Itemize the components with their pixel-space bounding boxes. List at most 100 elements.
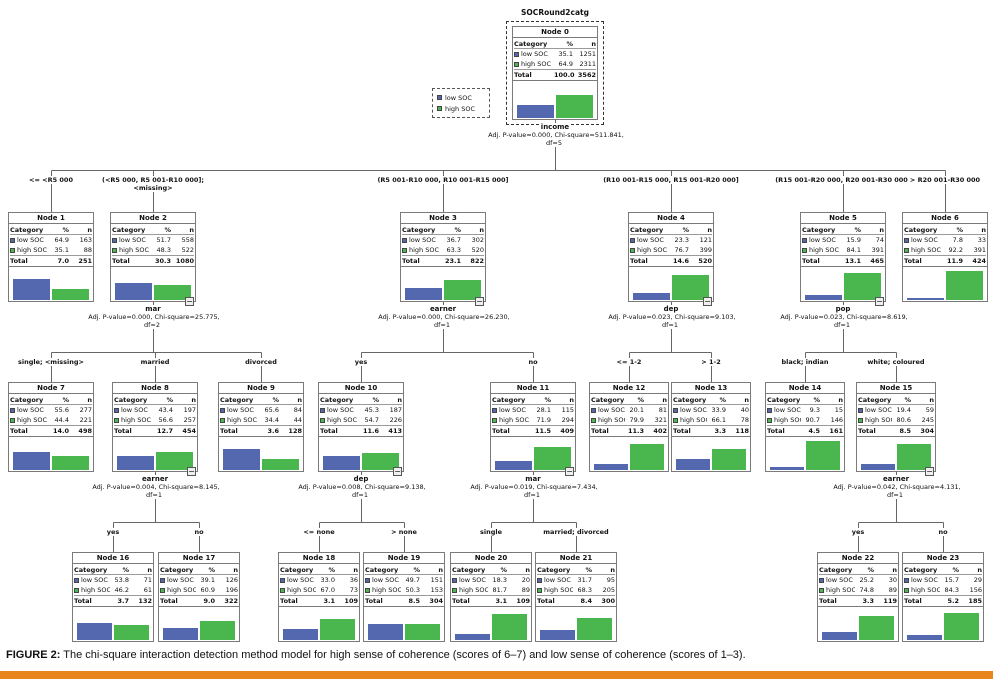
collapse-node-button[interactable]: − — [925, 467, 934, 476]
high-soc-swatch — [10, 247, 15, 253]
total-count: 251 — [78, 256, 92, 265]
tree-node-0[interactable]: Node 0 Category % n low SOC 35.1 1251 hi… — [512, 26, 598, 120]
tree-node-10[interactable]: Node 10 Category % n low SOC 45.3 187 hi… — [318, 382, 404, 476]
legend-item-high: high SOC — [437, 103, 485, 114]
tree-node-20[interactable]: Node 20 Category % n low SOC 18.3 20 hig… — [450, 552, 532, 642]
tree-node-13[interactable]: Node 13 Category % n low SOC 33.9 40 hig… — [671, 382, 751, 472]
high-soc-label: high SOC — [227, 416, 258, 424]
low-soc-swatch — [904, 577, 909, 583]
tree-node-18[interactable]: Node 18 Category % n low SOC 33.0 36 hig… — [278, 552, 360, 642]
tree-node-8[interactable]: Node 8 Category % n low SOC 43.4 197 hig… — [112, 382, 198, 476]
n-header: n — [191, 395, 196, 404]
tree-node-15[interactable]: Node 15 Category % n low SOC 19.4 59 hig… — [856, 382, 936, 476]
total-percent: 8.5 — [899, 426, 911, 435]
total-row: Total 7.0 251 — [10, 255, 92, 265]
tree-node-17[interactable]: Node 17 Category % n low SOC 39.1 126 hi… — [158, 552, 240, 642]
tree-node-2[interactable]: Node 2 Category % n low SOC 51.7 558 hig… — [110, 212, 196, 306]
low-soc-label: low SOC — [521, 50, 548, 58]
node-table: Category % n low SOC 33.0 36 high SOC 67… — [279, 564, 359, 605]
low-soc-bar — [13, 279, 50, 300]
low-soc-label: low SOC — [372, 576, 399, 584]
tree-node-9[interactable]: Node 9 Category % n low SOC 65.6 84 high… — [218, 382, 304, 472]
low-soc-row: low SOC 53.8 71 — [74, 575, 152, 585]
total-row: Total 8.5 304 — [365, 595, 443, 605]
tree-node-21[interactable]: Node 21 Category % n low SOC 31.7 95 hig… — [535, 552, 617, 642]
total-percent: 11.5 — [534, 426, 551, 435]
tree-node-5[interactable]: Node 5 Category % n low SOC 15.9 74 high… — [800, 212, 886, 306]
percent-header: % — [719, 395, 726, 404]
collapse-node-button[interactable]: − — [185, 297, 194, 306]
branch-label: yes — [104, 528, 122, 536]
total-percent: 3.3 — [714, 426, 726, 435]
collapse-node-button[interactable]: − — [187, 467, 196, 476]
low-soc-swatch — [537, 577, 542, 583]
node-table: Category % n low SOC 55.6 277 high SOC 4… — [9, 394, 93, 435]
percent-header: % — [637, 395, 644, 404]
high-soc-percent: 68.3 — [577, 586, 592, 594]
low-soc-label: low SOC — [119, 236, 146, 244]
low-soc-bar — [633, 292, 670, 300]
node-table: Category % n low SOC 23.3 121 high SOC 7… — [629, 224, 713, 265]
high-soc-bar — [154, 284, 191, 300]
total-percent: 30.3 — [154, 256, 171, 265]
low-soc-row: low SOC 65.6 84 — [220, 405, 302, 415]
total-percent: 11.3 — [627, 426, 644, 435]
low-soc-row: low SOC 15.7 29 — [904, 575, 982, 585]
high-soc-label: high SOC — [327, 416, 358, 424]
collapse-node-button[interactable]: − — [875, 297, 884, 306]
n-header: n — [525, 565, 530, 574]
high-soc-percent: 84.3 — [944, 586, 959, 594]
total-row: Total 3.3 118 — [673, 425, 749, 435]
high-soc-row: high SOC 84.3 156 — [904, 585, 982, 595]
low-soc-count: 40 — [740, 406, 749, 414]
high-soc-bar — [672, 275, 709, 300]
tree-node-6[interactable]: Node 6 Category % n low SOC 7.8 33 high … — [902, 212, 988, 302]
high-soc-count: 196 — [225, 586, 238, 594]
category-header: Category — [114, 395, 148, 404]
tree-node-11[interactable]: Node 11 Category % n low SOC 28.1 115 hi… — [490, 382, 576, 476]
branch-label: yes — [849, 528, 867, 536]
low-soc-row: low SOC 25.2 30 — [819, 575, 897, 585]
low-soc-percent: 33.0 — [320, 576, 335, 584]
high-soc-swatch — [858, 417, 863, 423]
tree-node-22[interactable]: Node 22 Category % n low SOC 25.2 30 hig… — [817, 552, 899, 642]
tree-node-19[interactable]: Node 19 Category % n low SOC 49.7 151 hi… — [363, 552, 445, 642]
low-soc-count: 29 — [973, 576, 982, 584]
collapse-node-button[interactable]: − — [393, 467, 402, 476]
tree-node-12[interactable]: Node 12 Category % n low SOC 20.1 81 hig… — [589, 382, 669, 472]
percent-header: % — [62, 395, 69, 404]
branch-label: <= 1-2 — [614, 358, 644, 366]
low-soc-swatch — [819, 577, 824, 583]
high-soc-percent: 64.9 — [558, 60, 573, 68]
high-soc-row: high SOC 84.1 391 — [802, 245, 884, 255]
low-soc-percent: 28.1 — [536, 406, 551, 414]
collapse-node-button[interactable]: − — [703, 297, 712, 306]
node-table-header: Category % n — [819, 565, 897, 575]
collapse-node-button[interactable]: − — [565, 467, 574, 476]
low-soc-swatch — [591, 407, 596, 413]
collapse-node-button[interactable]: − — [475, 297, 484, 306]
node-title: Node 1 — [9, 213, 93, 224]
tree-node-3[interactable]: Node 3 Category % n low SOC 36.7 302 hig… — [400, 212, 486, 306]
low-soc-swatch — [802, 237, 807, 243]
tree-node-4[interactable]: Node 4 Category % n low SOC 23.3 121 hig… — [628, 212, 714, 306]
node-bar-chart — [629, 266, 713, 301]
percent-header: % — [208, 565, 215, 574]
high-soc-label: high SOC — [17, 246, 48, 254]
tree-node-7[interactable]: Node 7 Category % n low SOC 55.6 277 hig… — [8, 382, 94, 472]
low-soc-row: low SOC 55.6 277 — [10, 405, 92, 415]
tree-node-1[interactable]: Node 1 Category % n low SOC 64.9 163 hig… — [8, 212, 94, 302]
node-table-header: Category % n — [904, 565, 982, 575]
tree-node-23[interactable]: Node 23 Category % n low SOC 15.7 29 hig… — [902, 552, 984, 642]
high-soc-bar — [362, 452, 399, 470]
percent-header: % — [122, 565, 129, 574]
split-label-mar: mar Adj. P-value=0.019, Chi-square=7.434,… — [468, 475, 598, 499]
total-label: Total — [673, 426, 691, 435]
legend-label-low: low SOC — [445, 93, 472, 102]
branch-label: yes — [352, 358, 370, 366]
tree-node-14[interactable]: Node 14 Category % n low SOC 9.3 15 high… — [765, 382, 845, 472]
tree-node-16[interactable]: Node 16 Category % n low SOC 53.8 71 hig… — [72, 552, 154, 642]
total-count: 520 — [698, 256, 712, 265]
node-title: Node 9 — [219, 383, 303, 394]
n-header: n — [569, 395, 574, 404]
